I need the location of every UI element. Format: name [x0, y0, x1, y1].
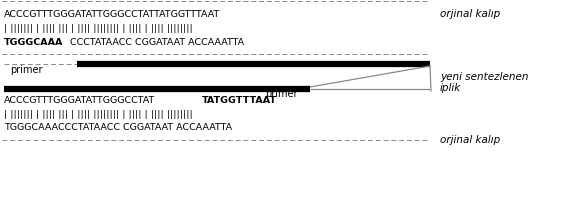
- Text: ACCCGTTTGGGATATTGGGCCTATTATGGTTTAAT: ACCCGTTTGGGATATTGGGCCTATTATGGTTTAAT: [4, 9, 220, 19]
- Text: TGGGCAAA: TGGGCAAA: [4, 37, 63, 46]
- Text: TGGGCAAACCCTATAACC CGGATAAT ACCAAATTA: TGGGCAAACCCTATAACC CGGATAAT ACCAAATTA: [4, 124, 232, 133]
- Text: yeni sentezlenen: yeni sentezlenen: [440, 72, 528, 82]
- Text: ACCCGTTTGGGATATTGGGCCTAT: ACCCGTTTGGGATATTGGGCCTAT: [4, 96, 155, 104]
- Text: iplik: iplik: [440, 83, 462, 93]
- Text: | ||||||| | |||| ||| | |||| |||||||| | |||| | |||| ||||||||: | ||||||| | |||| ||| | |||| |||||||| | |…: [4, 110, 193, 119]
- Text: orjinal kalıp: orjinal kalıp: [440, 9, 501, 19]
- Text: orjinal kalıp: orjinal kalıp: [440, 135, 501, 145]
- Text: CCCTATAACC CGGATAAT ACCAAATTA: CCCTATAACC CGGATAAT ACCAAATTA: [70, 37, 244, 46]
- Text: primer: primer: [10, 65, 42, 75]
- Text: | ||||||| | |||| ||| | |||| |||||||| | |||| | |||| ||||||||: | ||||||| | |||| ||| | |||| |||||||| | |…: [4, 23, 193, 33]
- Text: TATGGTTTAAT: TATGGTTTAAT: [202, 96, 277, 104]
- Text: primer: primer: [265, 89, 297, 99]
